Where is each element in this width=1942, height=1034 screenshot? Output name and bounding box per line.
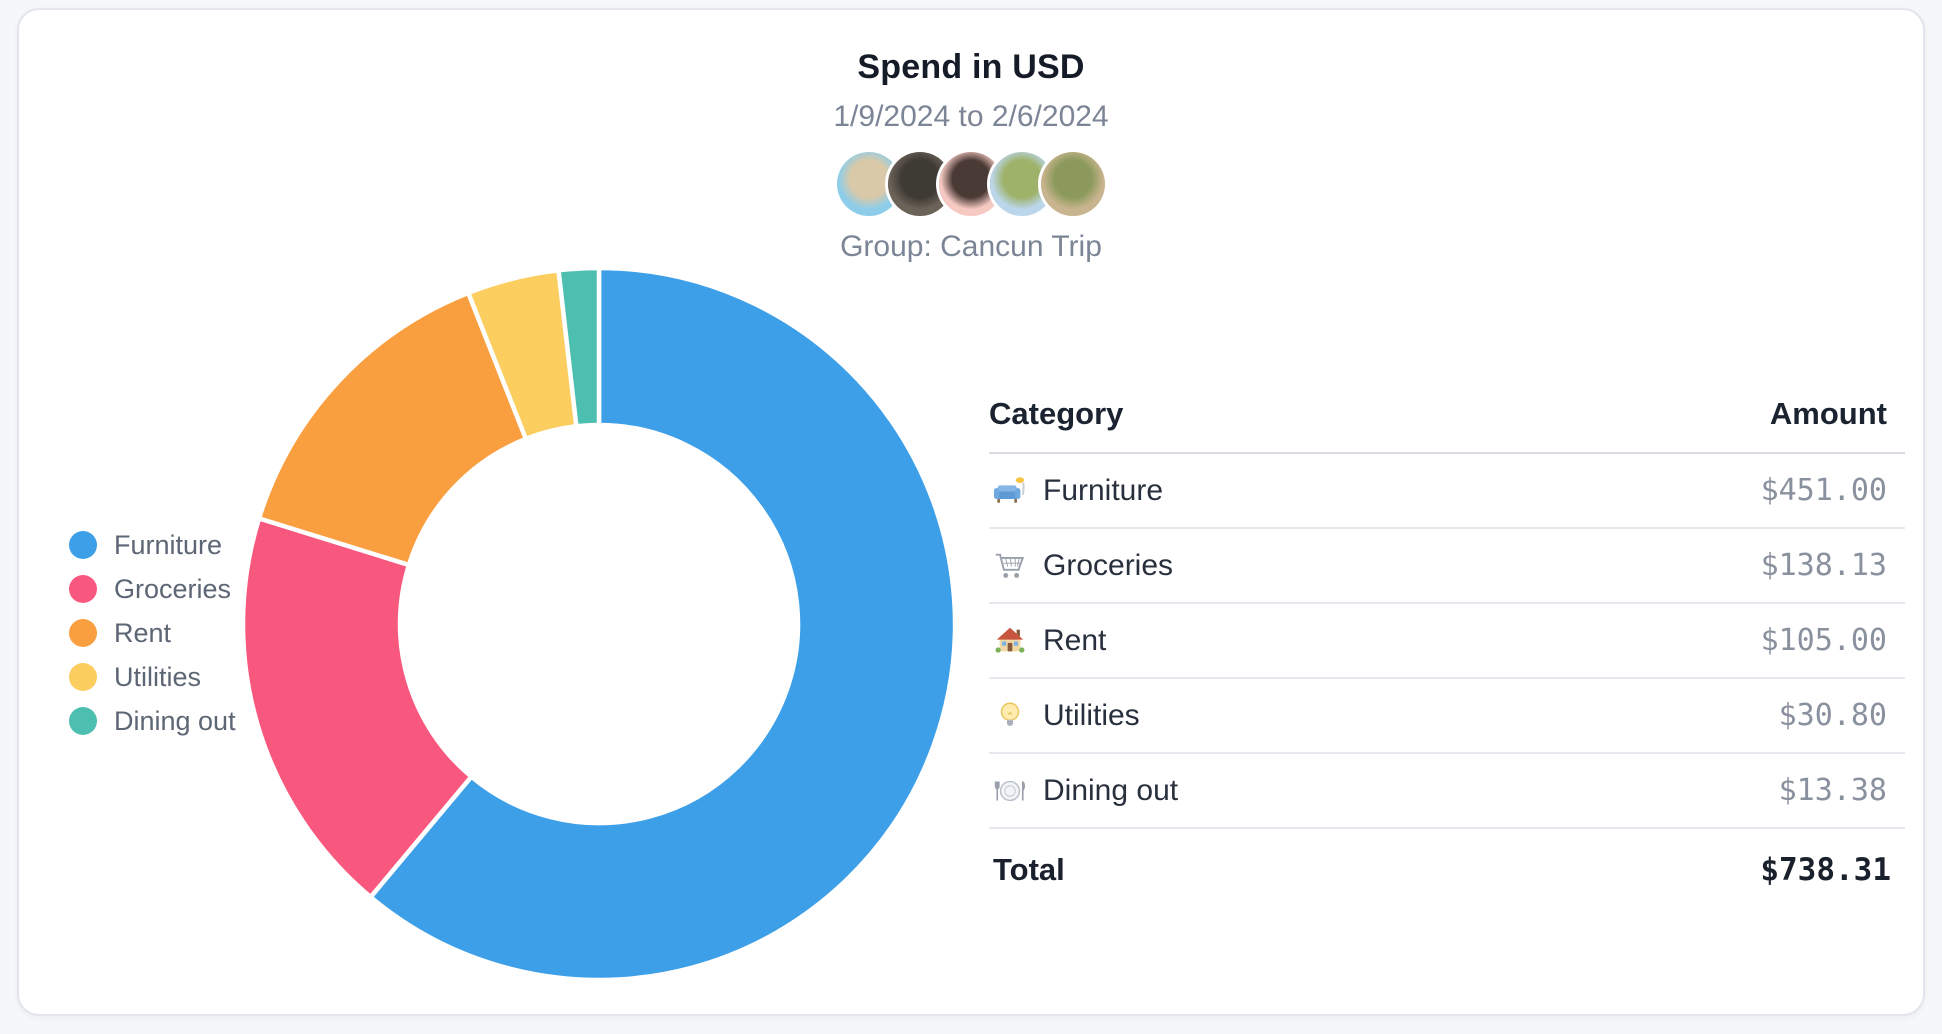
- category-column-header: Category: [989, 396, 1124, 431]
- amount-value: $138.13: [1760, 548, 1887, 583]
- page-title: Spend in USD: [857, 48, 1085, 86]
- legend-label: Rent: [114, 617, 172, 648]
- table-row: Furniture $451.00: [989, 454, 1905, 529]
- amount-column-header: Amount: [1769, 396, 1887, 431]
- category-label: Utilities: [1043, 698, 1140, 732]
- amount-value: $105.00: [1760, 623, 1887, 658]
- total-label: Total: [993, 852, 1065, 887]
- table-row: Rent $105.00: [989, 604, 1905, 679]
- donut-slice-furniture[interactable]: [368, 265, 958, 983]
- legend-label: Groceries: [114, 573, 232, 604]
- donut-slice-dining-out[interactable]: [556, 265, 602, 429]
- legend-swatch: [69, 663, 97, 691]
- category-cell: Furniture: [989, 474, 1163, 508]
- table-row: Groceries $138.13: [989, 529, 1905, 604]
- amount-value: $451.00: [1760, 473, 1887, 508]
- total-amount: $738.31: [1760, 852, 1891, 888]
- table-row: Utilities $30.80: [989, 679, 1905, 754]
- donut-chart[interactable]: [239, 264, 959, 984]
- avatar[interactable]: [1041, 152, 1105, 216]
- category-cell: Dining out: [989, 774, 1178, 808]
- total-row: Total $738.31: [989, 829, 1905, 911]
- house-icon: [993, 624, 1027, 658]
- donut-slice-rent[interactable]: [256, 290, 529, 568]
- donut-chart-area: [239, 264, 959, 984]
- category-cell: Groceries: [989, 549, 1173, 583]
- date-range: 1/9/2024 to 2/6/2024: [833, 100, 1109, 133]
- category-cell: Utilities: [989, 699, 1140, 733]
- legend-item-rent[interactable]: Rent: [69, 611, 236, 655]
- legend-item-dining-out[interactable]: Dining out: [69, 699, 236, 743]
- legend-item-utilities[interactable]: Utilities: [69, 655, 236, 699]
- couch-icon: [993, 474, 1027, 508]
- category-label: Rent: [1043, 623, 1107, 657]
- spend-summary-card: Spend in USD 1/9/2024 to 2/6/2024 Group:…: [17, 8, 1925, 1016]
- plate-icon: [993, 774, 1027, 808]
- legend-swatch: [69, 707, 97, 735]
- legend-label: Utilities: [114, 661, 202, 692]
- category-label: Dining out: [1043, 773, 1179, 807]
- amount-value: $30.80: [1778, 698, 1887, 733]
- donut-slice-groceries[interactable]: [240, 516, 474, 900]
- amount-value: $13.38: [1778, 773, 1887, 808]
- legend-item-groceries[interactable]: Groceries: [69, 567, 236, 611]
- chart-legend: Furniture Groceries Rent Utilities Dinin…: [69, 523, 236, 743]
- category-label: Groceries: [1043, 548, 1174, 582]
- group-label: Group: Cancun Trip: [840, 230, 1102, 263]
- legend-swatch: [69, 575, 97, 603]
- legend-swatch: [69, 531, 97, 559]
- table-header-row: Category Amount: [989, 376, 1905, 454]
- chart-header: Spend in USD 1/9/2024 to 2/6/2024 Group:…: [19, 48, 1923, 264]
- category-label: Furniture: [1043, 473, 1164, 507]
- legend-label: Dining out: [114, 705, 236, 736]
- avatar-group: [837, 152, 1105, 216]
- category-cell: Rent: [989, 624, 1106, 658]
- table-row: Dining out $13.38: [989, 754, 1905, 829]
- spend-table: Category Amount Furniture $451.00 Grocer…: [989, 376, 1905, 911]
- bulb-icon: [993, 699, 1027, 733]
- legend-item-furniture[interactable]: Furniture: [69, 523, 236, 567]
- cart-icon: [993, 549, 1027, 583]
- legend-swatch: [69, 619, 97, 647]
- legend-label: Furniture: [114, 529, 223, 560]
